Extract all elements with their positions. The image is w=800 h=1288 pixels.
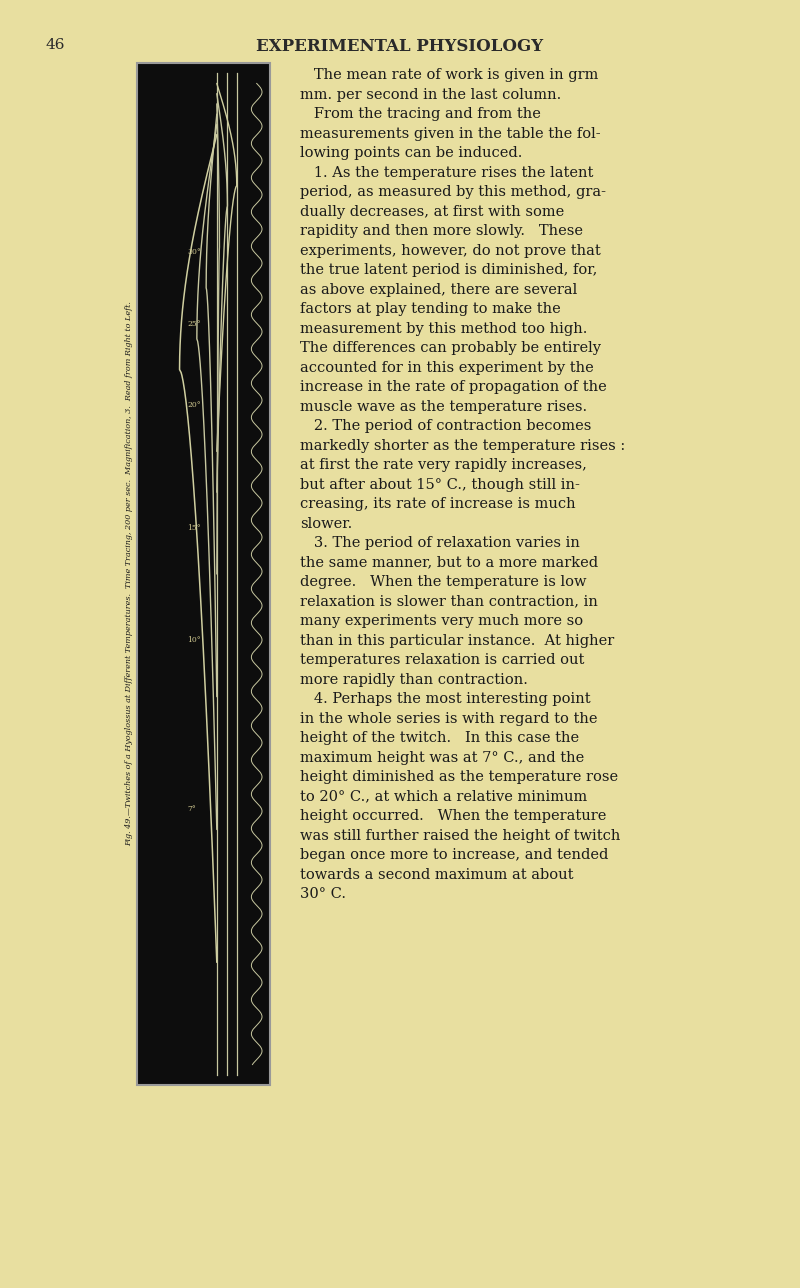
- Text: measurement by this method too high.: measurement by this method too high.: [300, 322, 587, 335]
- Text: EXPERIMENTAL PHYSIOLOGY: EXPERIMENTAL PHYSIOLOGY: [257, 39, 543, 55]
- Text: than in this particular instance.  At higher: than in this particular instance. At hig…: [300, 634, 614, 648]
- Text: factors at play tending to make the: factors at play tending to make the: [300, 301, 561, 316]
- Text: experiments, however, do not prove that: experiments, however, do not prove that: [300, 243, 601, 258]
- Text: 30°: 30°: [187, 249, 202, 256]
- Text: From the tracing and from the: From the tracing and from the: [300, 107, 541, 121]
- Text: increase in the rate of propagation of the: increase in the rate of propagation of t…: [300, 380, 606, 394]
- Text: was still further raised the height of twitch: was still further raised the height of t…: [300, 828, 620, 842]
- Text: degree.   When the temperature is low: degree. When the temperature is low: [300, 574, 586, 589]
- Text: accounted for in this experiment by the: accounted for in this experiment by the: [300, 361, 594, 375]
- Text: dually decreases, at first with some: dually decreases, at first with some: [300, 205, 564, 219]
- Text: creasing, its rate of increase is much: creasing, its rate of increase is much: [300, 497, 576, 511]
- Text: Fig. 49.—Twitches of a Hyoglossus at Different Temperatures.  Time Tracing, 200 : Fig. 49.—Twitches of a Hyoglossus at Dif…: [125, 301, 133, 846]
- Text: more rapidly than contraction.: more rapidly than contraction.: [300, 672, 528, 687]
- Text: measurements given in the table the fol-: measurements given in the table the fol-: [300, 126, 601, 140]
- Text: muscle wave as the temperature rises.: muscle wave as the temperature rises.: [300, 399, 587, 413]
- Text: relaxation is slower than contraction, in: relaxation is slower than contraction, i…: [300, 595, 598, 608]
- Text: the true latent period is diminished, for,: the true latent period is diminished, fo…: [300, 263, 598, 277]
- Text: in the whole series is with regard to the: in the whole series is with regard to th…: [300, 711, 598, 725]
- Text: as above explained, there are several: as above explained, there are several: [300, 282, 578, 296]
- Text: 4. Perhaps the most interesting point: 4. Perhaps the most interesting point: [300, 692, 590, 706]
- Text: 7°: 7°: [187, 805, 196, 813]
- Text: The differences can probably be entirely: The differences can probably be entirely: [300, 341, 601, 355]
- Text: rapidity and then more slowly.   These: rapidity and then more slowly. These: [300, 224, 583, 238]
- Text: 25°: 25°: [187, 319, 201, 327]
- Text: period, as measured by this method, gra-: period, as measured by this method, gra-: [300, 185, 606, 200]
- Text: towards a second maximum at about: towards a second maximum at about: [300, 868, 574, 881]
- Text: 1. As the temperature rises the latent: 1. As the temperature rises the latent: [300, 165, 594, 179]
- Text: 30° C.: 30° C.: [300, 887, 346, 902]
- Text: 15°: 15°: [187, 524, 201, 532]
- Text: 2. The period of contraction becomes: 2. The period of contraction becomes: [300, 419, 591, 433]
- Text: to 20° C., at which a relative minimum: to 20° C., at which a relative minimum: [300, 790, 587, 804]
- Text: markedly shorter as the temperature rises :: markedly shorter as the temperature rise…: [300, 438, 626, 452]
- Text: 10°: 10°: [187, 636, 201, 644]
- Text: mm. per second in the last column.: mm. per second in the last column.: [300, 88, 562, 102]
- Text: 20°: 20°: [187, 402, 201, 410]
- Text: height diminished as the temperature rose: height diminished as the temperature ros…: [300, 770, 618, 784]
- Text: lowing points can be induced.: lowing points can be induced.: [300, 146, 522, 160]
- Text: 46: 46: [45, 39, 65, 52]
- Text: slower.: slower.: [300, 516, 352, 531]
- Text: but after about 15° C., though still in-: but after about 15° C., though still in-: [300, 478, 580, 492]
- Text: many experiments very much more so: many experiments very much more so: [300, 614, 583, 629]
- Text: height occurred.   When the temperature: height occurred. When the temperature: [300, 809, 606, 823]
- Text: temperatures relaxation is carried out: temperatures relaxation is carried out: [300, 653, 584, 667]
- Text: maximum height was at 7° C., and the: maximum height was at 7° C., and the: [300, 751, 584, 765]
- Text: at first the rate very rapidly increases,: at first the rate very rapidly increases…: [300, 459, 587, 471]
- Text: began once more to increase, and tended: began once more to increase, and tended: [300, 848, 608, 862]
- Bar: [137, 63, 270, 1084]
- Text: 3. The period of relaxation varies in: 3. The period of relaxation varies in: [300, 536, 580, 550]
- Text: The mean rate of work is given in grm: The mean rate of work is given in grm: [300, 68, 598, 82]
- Text: the same manner, but to a more marked: the same manner, but to a more marked: [300, 555, 598, 569]
- Text: height of the twitch.   In this case the: height of the twitch. In this case the: [300, 732, 579, 744]
